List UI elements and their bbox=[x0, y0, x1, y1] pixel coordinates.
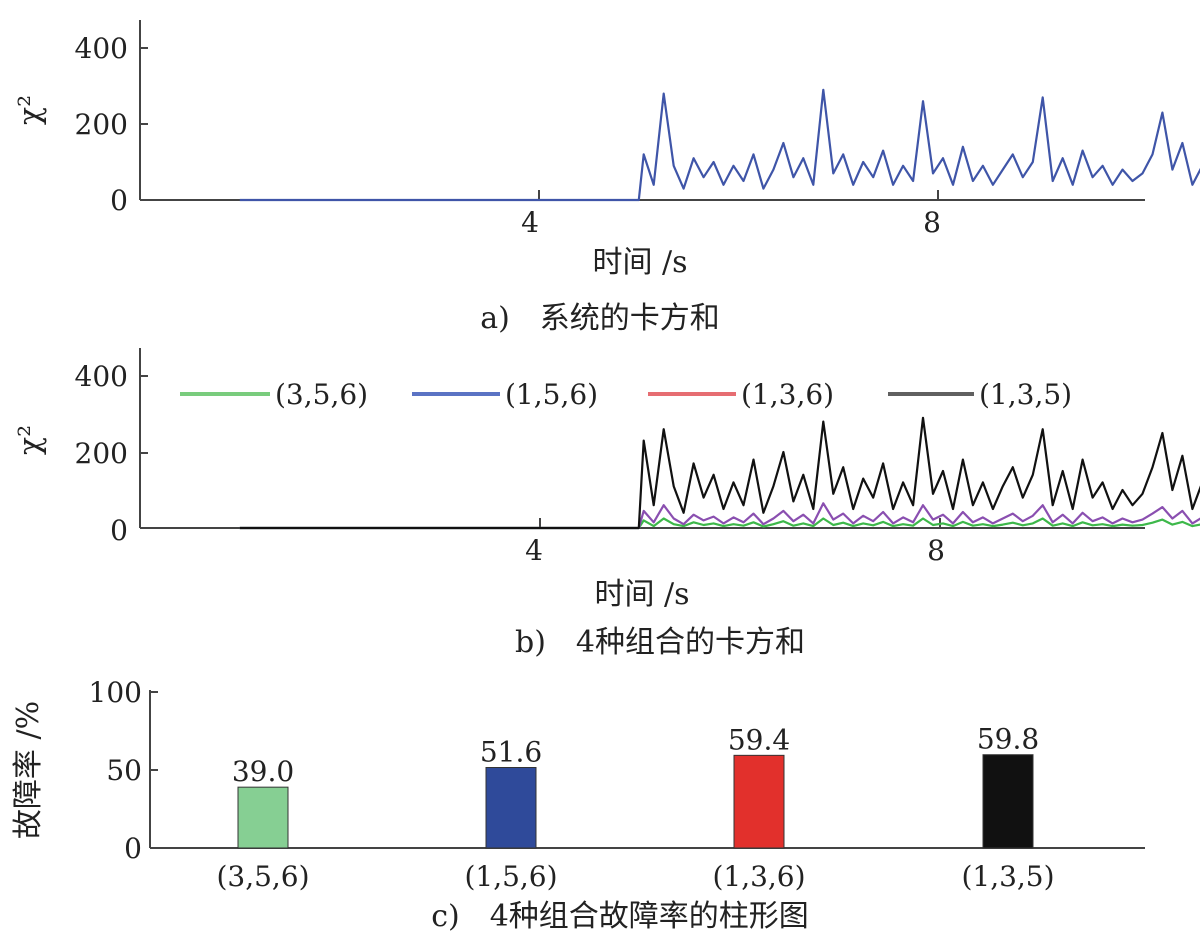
panel-c-category-label-2: (1,3,6) bbox=[712, 860, 805, 893]
panel-a-series-group bbox=[239, 88, 1200, 202]
panel-b-ytick-label-200: 200 bbox=[75, 437, 128, 470]
panel-c-ytick-label-100: 100 bbox=[89, 676, 142, 709]
panel-c-bar-3 bbox=[982, 754, 1034, 849]
panel-c-ytick-label-0: 0 bbox=[124, 832, 142, 865]
panel-c-category-label-3: (1,3,5) bbox=[961, 860, 1054, 893]
panel-b-xtick-label-8: 8 bbox=[927, 534, 945, 567]
panel-b-series-line-0 bbox=[239, 517, 1200, 530]
panel-b-combination-chi-square: 400 200 0 4 8 χ² 时间 /s (3,5,6) (1,5,6) (… bbox=[13, 348, 1200, 660]
panel-a-xtick-label-8: 8 bbox=[923, 206, 941, 239]
panel-c-bar-2 bbox=[733, 754, 785, 849]
panel-c-bar-0 bbox=[237, 786, 289, 849]
panel-a-ytick-label-200: 200 bbox=[75, 108, 128, 141]
panel-a-ytick-label-400: 400 bbox=[75, 32, 128, 65]
panel-a-caption: a) 系统的卡方和 bbox=[480, 301, 720, 336]
panel-c-value-label-0: 39.0 bbox=[232, 755, 294, 788]
panel-c-category-label-1: (1,5,6) bbox=[464, 860, 557, 893]
panel-c-ytick-label-50: 50 bbox=[106, 754, 142, 787]
panel-c-bar-1 bbox=[485, 767, 537, 849]
legend-label-156: (1,5,6) bbox=[505, 378, 598, 411]
legend-label-135: (1,3,5) bbox=[979, 378, 1072, 411]
panel-b-y-label: χ² bbox=[13, 425, 48, 455]
legend-label-356: (3,5,6) bbox=[275, 378, 368, 411]
panel-b-ytick-label-0: 0 bbox=[110, 514, 128, 547]
panel-a-ytick-label-0: 0 bbox=[110, 184, 128, 217]
panel-c-fault-rate-bars: 100 50 0 故障率 /% 39.0 (3,5,6) 51.6 (1,5,6) 59… bbox=[11, 676, 1145, 934]
panel-a-series-line-0 bbox=[239, 88, 1200, 202]
panel-b-caption: b) 4种组合的卡方和 bbox=[515, 625, 805, 660]
panel-c-value-label-1: 51.6 bbox=[480, 736, 542, 769]
panel-b-series-line-2 bbox=[239, 416, 1200, 530]
panel-a-xtick-label-4: 4 bbox=[521, 206, 539, 239]
panel-c-bars-group: 39.0 (3,5,6) 51.6 (1,5,6) 59.4 (1,3,6) 59.8 (1,… bbox=[216, 723, 1054, 893]
panel-b-series-line-1 bbox=[239, 502, 1200, 530]
legend-label-136: (1,3,6) bbox=[741, 378, 834, 411]
panel-b-x-label: 时间 /s bbox=[594, 577, 689, 612]
panel-a-x-label: 时间 /s bbox=[592, 245, 687, 280]
panel-a-y-label: χ² bbox=[13, 95, 48, 125]
panel-b-legend: (3,5,6) (1,5,6) (1,3,6) (1,3,5) bbox=[180, 378, 1072, 411]
panel-a-system-chi-square: 400 200 0 4 8 χ² 时间 /s a) 系统的卡方和 bbox=[13, 20, 1200, 336]
panel-c-caption: c) 4种组合故障率的柱形图 bbox=[431, 899, 809, 934]
panel-c-category-label-0: (3,5,6) bbox=[216, 860, 309, 893]
panel-c-y-label: 故障率 /% bbox=[11, 701, 46, 839]
panel-b-ytick-label-400: 400 bbox=[75, 360, 128, 393]
panel-c-value-label-3: 59.8 bbox=[977, 723, 1039, 756]
panel-b-xtick-label-4: 4 bbox=[525, 534, 543, 567]
panel-c-value-label-2: 59.4 bbox=[728, 723, 790, 756]
panel-b-series-group bbox=[239, 416, 1200, 530]
